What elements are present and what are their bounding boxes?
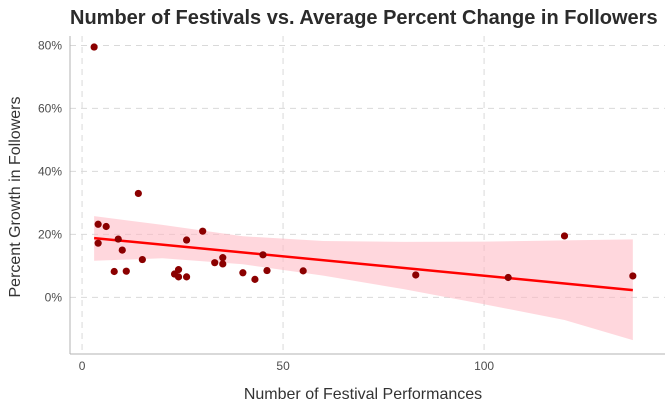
chart-title: Number of Festivals vs. Average Percent … <box>70 7 658 29</box>
data-point <box>259 251 267 259</box>
x-tick-label: 0 <box>79 359 86 373</box>
data-point <box>412 271 420 279</box>
data-point <box>122 267 130 275</box>
data-point <box>110 267 118 276</box>
confidence-band <box>94 216 633 341</box>
y-axis-title: Percent Growth in Followers <box>7 97 24 298</box>
data-point <box>239 269 247 277</box>
data-point <box>299 267 307 275</box>
data-point <box>102 222 110 231</box>
data-point <box>182 273 191 281</box>
data-point <box>219 254 227 262</box>
data-point <box>199 227 207 235</box>
confidence-band-layer <box>94 216 633 341</box>
data-point <box>174 266 183 274</box>
data-point <box>182 236 191 244</box>
data-point <box>211 259 219 267</box>
trend-line <box>94 236 633 292</box>
trend-line-layer <box>94 236 633 292</box>
data-point <box>134 189 142 198</box>
y-tick-label: 40% <box>38 164 62 178</box>
x-axis-title: Number of Festival Performances <box>244 386 482 403</box>
data-point <box>251 275 259 283</box>
data-point <box>629 272 637 280</box>
y-tick-label: 80% <box>38 38 62 52</box>
data-point <box>94 220 102 228</box>
data-point <box>114 235 122 243</box>
data-point <box>90 43 98 51</box>
y-tick-label: 0% <box>45 290 63 304</box>
y-tick-label: 20% <box>38 227 62 241</box>
data-point <box>94 239 102 247</box>
data-point <box>138 255 146 264</box>
x-tick-label: 50 <box>276 359 290 373</box>
data-point <box>118 246 126 254</box>
data-points-layer <box>90 43 637 283</box>
y-tick-label: 60% <box>38 101 62 115</box>
tick-labels: 0 50 100 0% 20% 40% 60% 80% <box>38 38 494 373</box>
x-tick-label: 100 <box>474 359 494 373</box>
data-point <box>560 232 569 240</box>
data-point <box>504 273 512 282</box>
axes <box>69 36 665 355</box>
data-point <box>263 266 271 275</box>
data-point <box>219 260 227 268</box>
data-point <box>174 273 183 281</box>
